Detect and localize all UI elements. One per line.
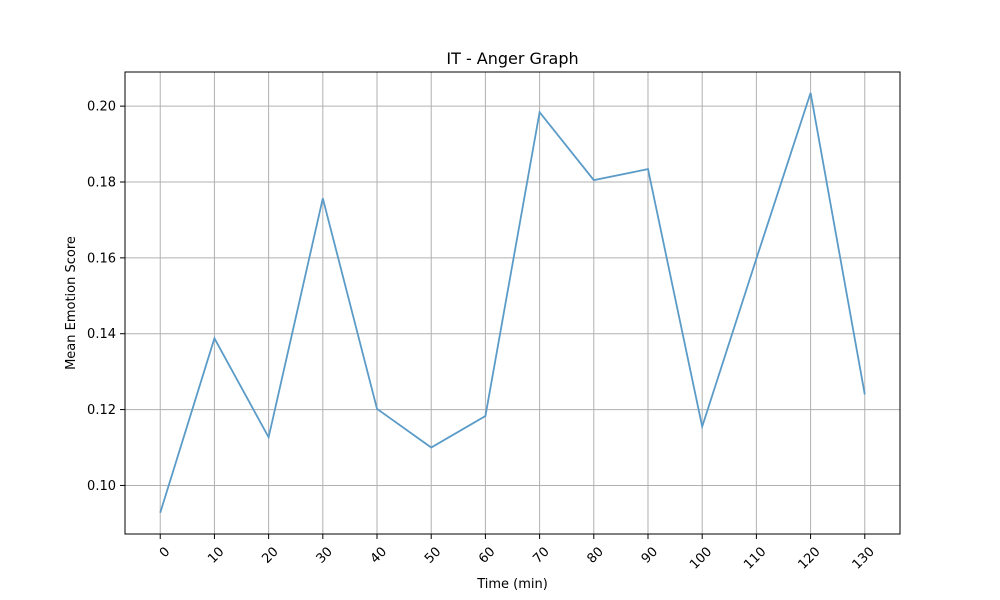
- x-tick-label: 10: [205, 544, 227, 566]
- x-tick-label: 70: [530, 544, 552, 566]
- y-tick-label: 0.16: [87, 251, 116, 266]
- y-tick-label: 0.18: [87, 176, 116, 191]
- y-tick-label: 0.20: [87, 100, 116, 115]
- x-tick-label: 80: [585, 544, 607, 566]
- x-tick-label: 90: [639, 544, 661, 566]
- x-tick-label: 120: [795, 544, 823, 572]
- series-line: [159, 92, 866, 514]
- series-layer: [159, 92, 866, 514]
- y-tick-label: 0.10: [87, 479, 116, 494]
- chart-title: IT - Anger Graph: [446, 49, 578, 68]
- x-tick-label: 40: [368, 544, 390, 566]
- ticks-layer: 0 10 20 30 40 50 60 70 80 90 100 110 120 130 0.10 0.12 0…: [87, 100, 878, 573]
- x-axis-label: Time (min): [476, 577, 548, 592]
- x-tick-label: 60: [476, 544, 498, 566]
- grid-layer: [125, 72, 900, 534]
- y-tick-label: 0.12: [87, 403, 116, 418]
- x-tick-label: 0: [157, 544, 173, 560]
- x-tick-label: 30: [314, 544, 336, 566]
- y-tick-label: 0.14: [87, 327, 116, 342]
- x-tick-label: 100: [687, 544, 715, 572]
- x-tick-label: 20: [259, 544, 281, 566]
- x-tick-label: 130: [850, 544, 878, 572]
- x-tick-label: 50: [422, 544, 444, 566]
- x-tick-label: 110: [741, 544, 769, 572]
- plot-frame: [124, 71, 901, 535]
- y-axis-label: Mean Emotion Score: [64, 236, 79, 370]
